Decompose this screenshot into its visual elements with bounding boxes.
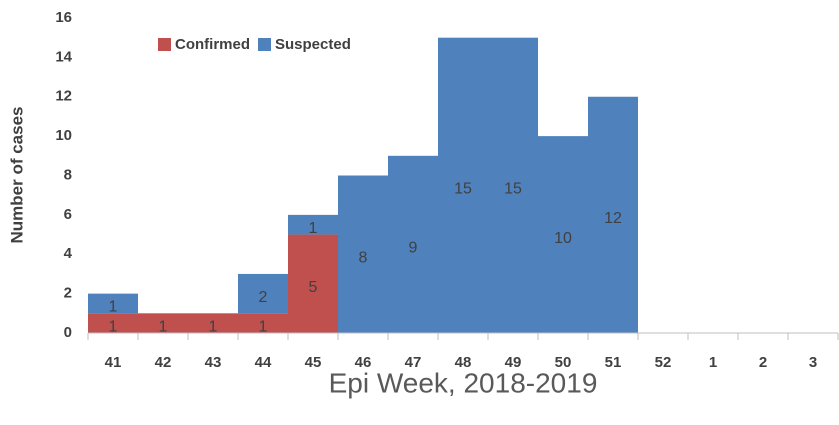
bar-segment (188, 313, 238, 333)
bar-segment (588, 96, 638, 333)
bar-segment (438, 37, 488, 333)
x-tick-label: 44 (255, 354, 272, 371)
y-tick-label: 2 (64, 285, 72, 302)
legend-label: Suspected (275, 36, 351, 53)
x-tick-label: 48 (455, 354, 472, 371)
data-label: 8 (359, 249, 368, 266)
y-tick-label: 0 (64, 324, 72, 341)
x-tick-label: 42 (155, 354, 172, 371)
data-label: 9 (409, 240, 418, 257)
x-tick-label: 47 (405, 354, 422, 371)
data-label: 1 (109, 318, 118, 335)
data-label: 1 (259, 318, 268, 335)
data-label: 10 (554, 230, 572, 247)
bar-segment (488, 37, 538, 333)
legend-swatch (258, 38, 271, 51)
x-tick-label: 43 (205, 354, 222, 371)
x-tick-label: 3 (809, 354, 817, 371)
data-label: 5 (309, 279, 318, 296)
y-tick-label: 4 (64, 245, 73, 262)
data-label: 15 (454, 181, 472, 198)
bar-segment (88, 313, 138, 333)
bar-segment (238, 273, 288, 314)
data-label: 2 (259, 289, 268, 306)
x-tick-label: 1 (709, 354, 717, 371)
legend-swatch (158, 38, 171, 51)
data-label: 1 (109, 299, 118, 316)
x-tick-label: 46 (355, 354, 372, 371)
y-tick-label: 6 (64, 206, 72, 223)
y-axis-title: Number of cases (7, 107, 26, 244)
bar-segment (288, 234, 338, 333)
x-tick-label: 45 (305, 354, 322, 371)
data-label: 15 (504, 181, 522, 198)
y-tick-label: 12 (55, 88, 72, 105)
bar-segment (138, 313, 188, 333)
data-label: 1 (209, 318, 218, 335)
x-tick-label: 52 (655, 354, 672, 371)
y-tick-label: 14 (55, 48, 72, 65)
bar-segment (388, 155, 438, 333)
y-tick-label: 10 (55, 127, 72, 144)
data-label: 1 (159, 318, 168, 335)
x-axis-title: Epi Week, 2018-2019 (329, 367, 598, 398)
x-tick-label: 2 (759, 354, 767, 371)
legend-label: Confirmed (175, 36, 250, 53)
bar-segment (338, 175, 388, 333)
bar-segment (88, 293, 138, 314)
x-tick-label: 41 (105, 354, 122, 371)
bar-segment (288, 214, 338, 235)
data-label: 12 (604, 210, 622, 227)
bar-segment (238, 313, 288, 333)
y-tick-label: 16 (55, 9, 72, 26)
bar-segment (538, 136, 588, 333)
data-label: 1 (309, 220, 318, 237)
x-tick-label: 50 (555, 354, 572, 371)
y-tick-label: 8 (64, 166, 72, 183)
x-tick-label: 51 (605, 354, 622, 371)
x-tick-label: 49 (505, 354, 522, 371)
